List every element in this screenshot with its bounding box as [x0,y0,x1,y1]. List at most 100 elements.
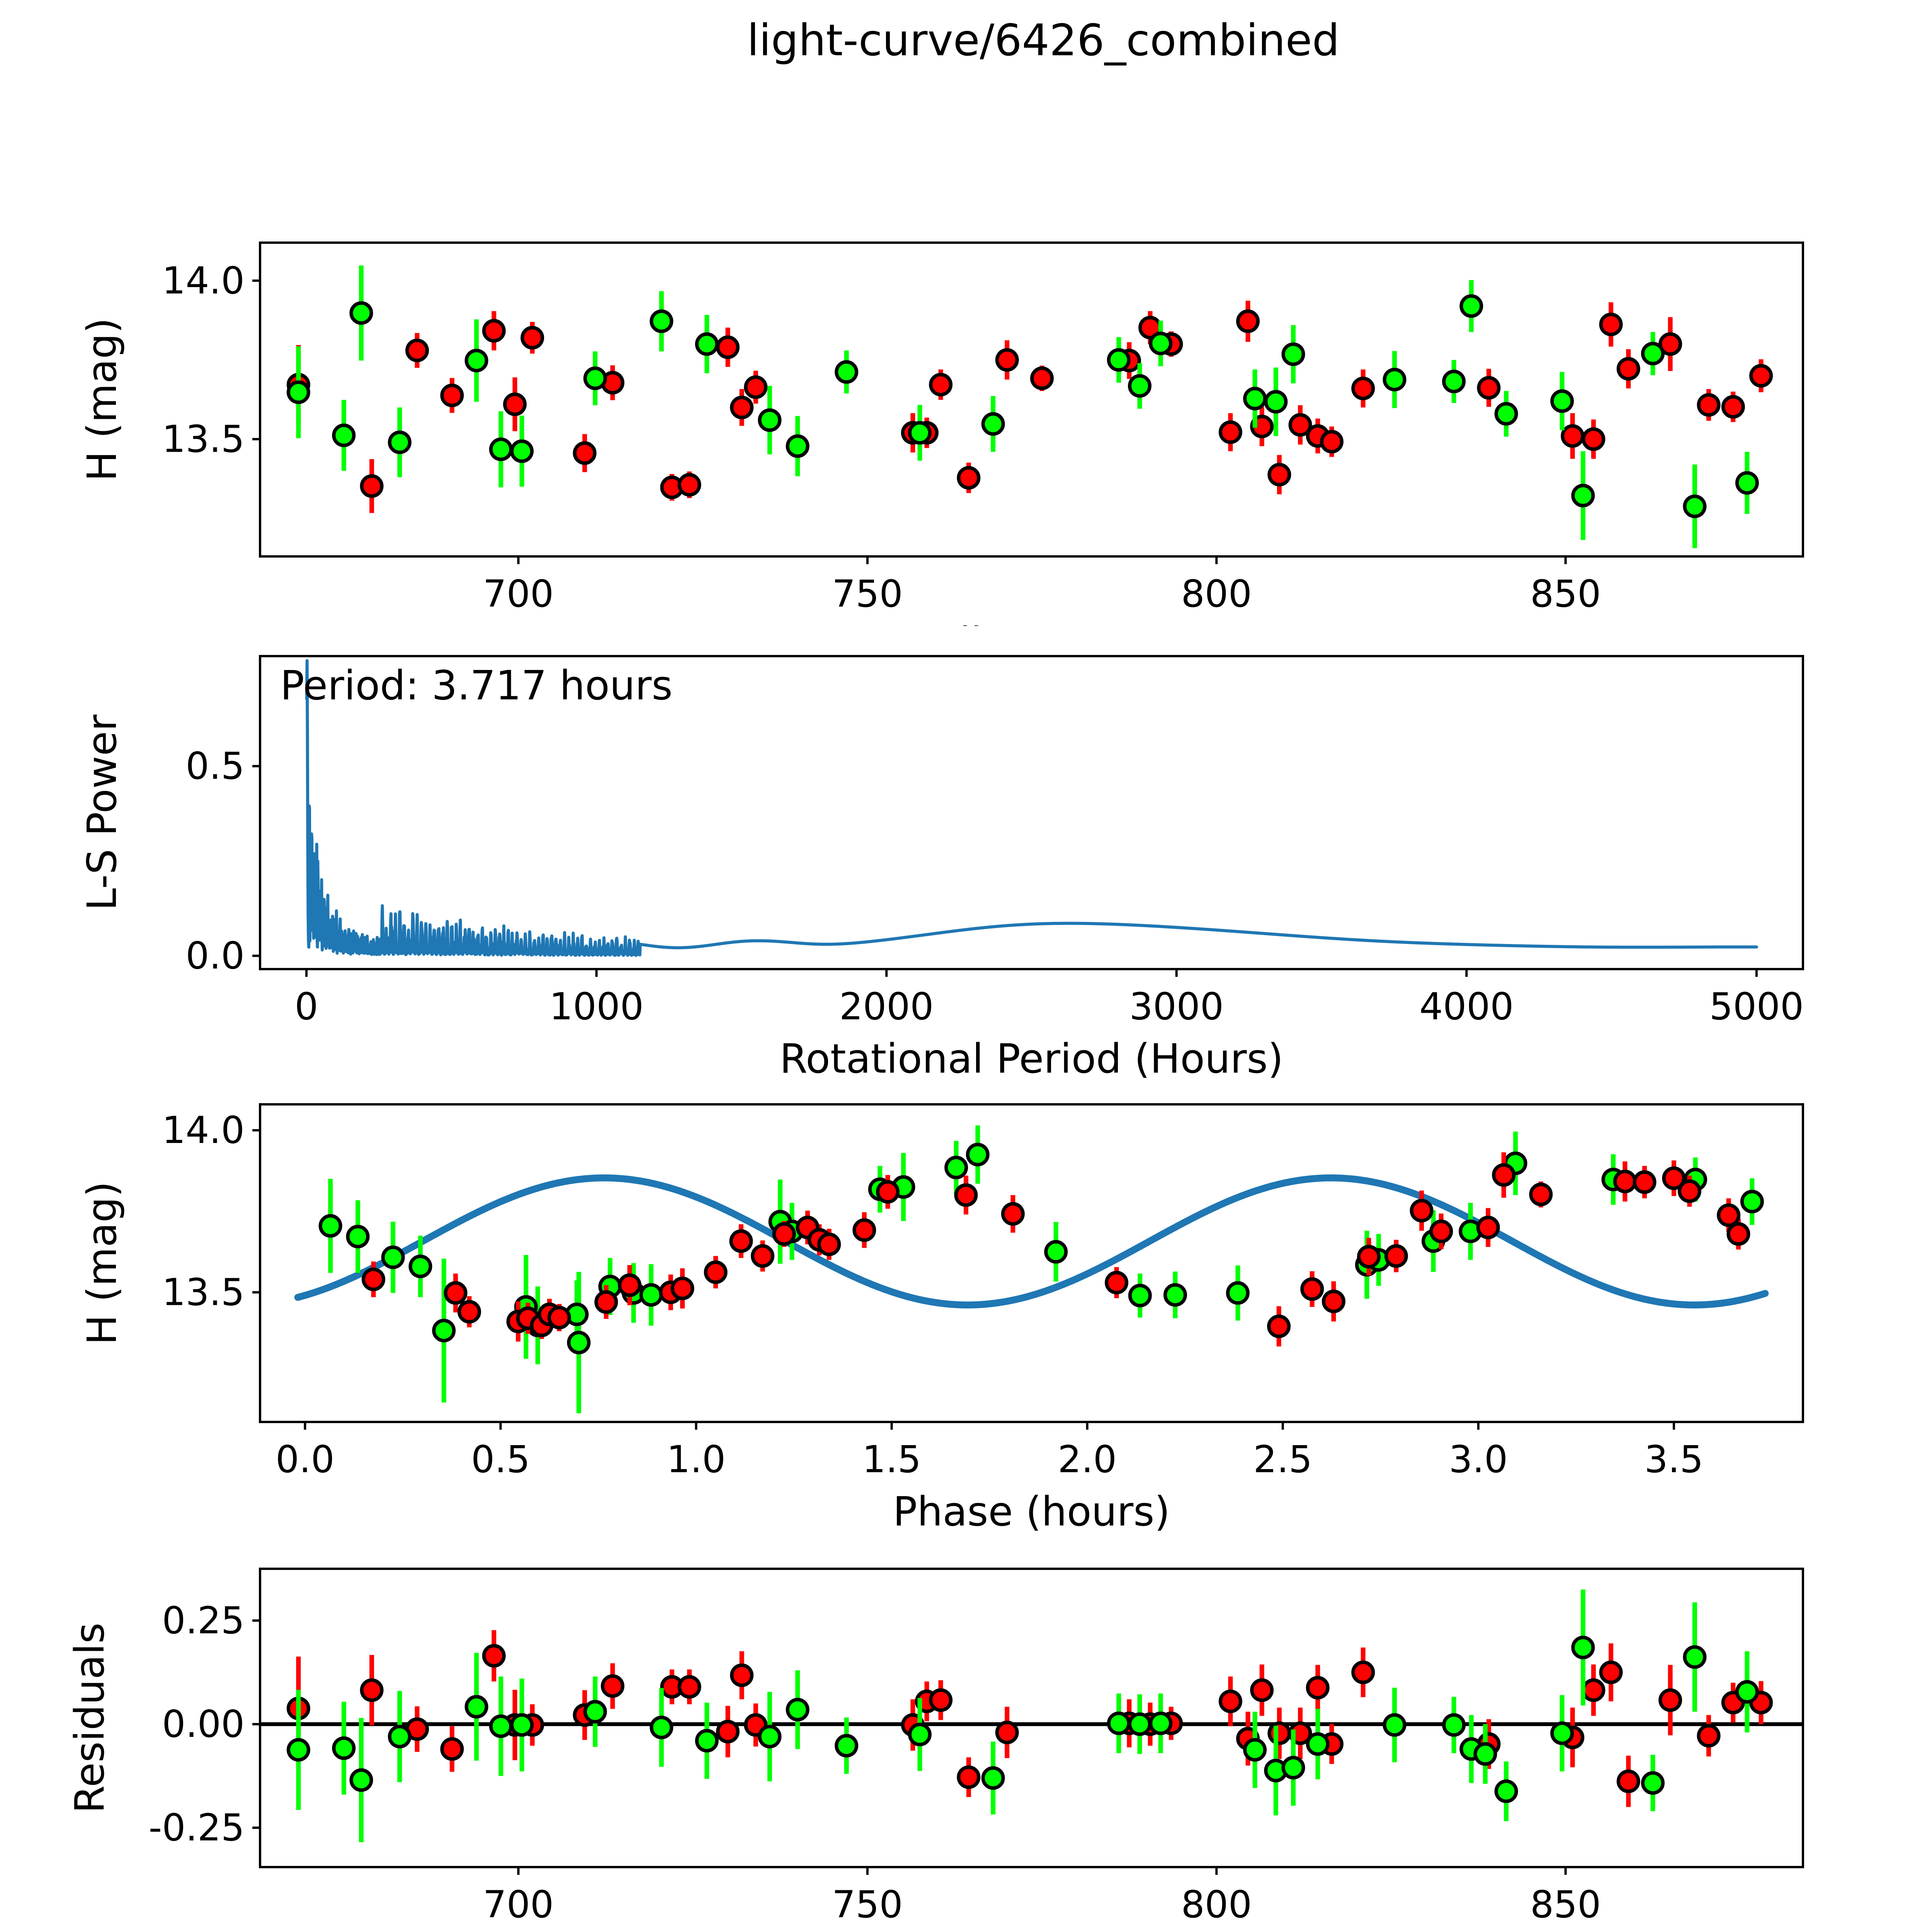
axes-frame [259,1103,1804,1423]
data-point [1107,348,1131,372]
data-point [729,1229,753,1253]
data-point [957,466,981,490]
data-series-group [286,265,1773,548]
data-point [547,1306,571,1330]
x-tick-label: 800 [1181,1883,1252,1926]
data-point [1641,342,1665,366]
data-point [786,434,810,458]
data-point [835,360,859,384]
data-point [1281,1756,1305,1780]
data-point [1550,1721,1574,1745]
data-point [1582,1678,1605,1702]
data-point [408,1254,432,1278]
panel-lightcurve: 700 750 800 850 14.0 13.5 Julian Date H (mag) +2… [78,242,1804,626]
data-point [1717,1203,1741,1227]
data-point [1735,1680,1759,1704]
data-point [1383,367,1406,391]
data-point [520,326,544,350]
data-point [286,380,310,404]
axes-spine [259,655,1804,970]
data-point [730,1663,754,1687]
data-point [1163,1283,1187,1307]
data-point [1571,484,1595,508]
data-point [1582,427,1605,451]
data-point [286,1738,310,1762]
data-point [1697,1724,1721,1748]
data-point [695,1729,719,1753]
data-point [650,309,673,333]
data-point [1384,1244,1408,1268]
data-point [1494,1779,1518,1803]
data-point [670,1276,694,1300]
data-point [1306,1676,1330,1700]
x-tick-label: 3.0 [1449,1438,1508,1481]
panel-periodogram: 0 1000 2000 3000 4000 5000 0.0 0.5 Rotational Pe… [78,655,1804,1082]
data-point [1529,1182,1553,1206]
data-point [457,1300,481,1324]
data-point [440,383,464,407]
x-tick-label: 750 [832,572,903,616]
data-point [1351,1660,1375,1684]
data-point [583,366,607,390]
y-axis-label: H (mag) [78,1181,126,1345]
data-point [1494,402,1518,426]
data-point [1726,1222,1750,1246]
data-point [786,1698,810,1722]
data-point [1300,1277,1324,1301]
data-point [600,1674,624,1698]
data-point [1149,332,1173,355]
data-point [1599,313,1623,337]
data-series-group [286,1589,1773,1842]
x-axis-label: Julian Date [920,1929,1141,1932]
data-point [876,1180,900,1204]
data-point [346,1225,370,1248]
data-point [1561,424,1585,448]
y-axis: 14.0 13.5 [162,1109,260,1314]
y-axis: 14.0 13.5 [162,259,260,461]
data-point [1105,1270,1129,1294]
data-point [1616,1769,1640,1793]
data-point [1001,1202,1025,1226]
data-point [758,408,782,432]
data-point [1735,471,1759,495]
data-point [510,1713,534,1737]
y-axis-label: Residuals [66,1622,113,1813]
data-point [981,412,1005,436]
data-point [995,1721,1019,1745]
data-point [432,1318,456,1342]
x-tick-label: 850 [1530,1883,1601,1926]
data-point [1250,1678,1274,1702]
data-point [567,1331,591,1354]
data-point [1351,376,1375,400]
data-point [908,1723,932,1747]
y-tick-label: 13.5 [162,1270,245,1314]
data-point [503,392,527,416]
x-axis-label: Rotational Period (Hours) [780,1035,1284,1082]
data-point [1616,357,1640,381]
x-tick-label: 3.5 [1645,1438,1704,1481]
data-point [489,437,513,461]
data-point [1662,1166,1686,1190]
x-tick-label: 4000 [1419,985,1514,1028]
x-tick-label: 700 [483,572,554,616]
axes-frame [259,655,1804,970]
data-point [835,1734,859,1758]
data-point [1321,1289,1345,1313]
data-point [908,421,932,445]
data-point [1641,1771,1665,1795]
data-point [852,1218,876,1242]
x-tick-label: 1000 [549,985,643,1028]
x-axis: 0.0 0.5 1.0 1.5 2.0 2.5 3.0 3.5 [276,1422,1703,1481]
data-point [716,335,740,359]
data-point [758,1725,782,1748]
data-point [1128,374,1152,398]
x-tick-label: 1.5 [862,1438,921,1481]
data-point [751,1244,775,1268]
data-point [1128,1284,1152,1308]
x-axis-label: Phase (hours) [893,1488,1170,1535]
x-tick-label: 0.5 [471,1438,530,1481]
data-point [1267,463,1291,486]
data-point [1281,342,1305,366]
data-point [995,348,1019,372]
data-point [1683,494,1707,518]
